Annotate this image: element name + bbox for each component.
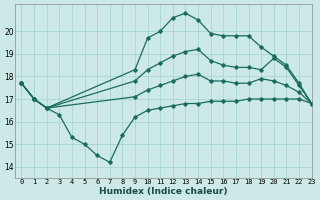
X-axis label: Humidex (Indice chaleur): Humidex (Indice chaleur) <box>99 187 228 196</box>
